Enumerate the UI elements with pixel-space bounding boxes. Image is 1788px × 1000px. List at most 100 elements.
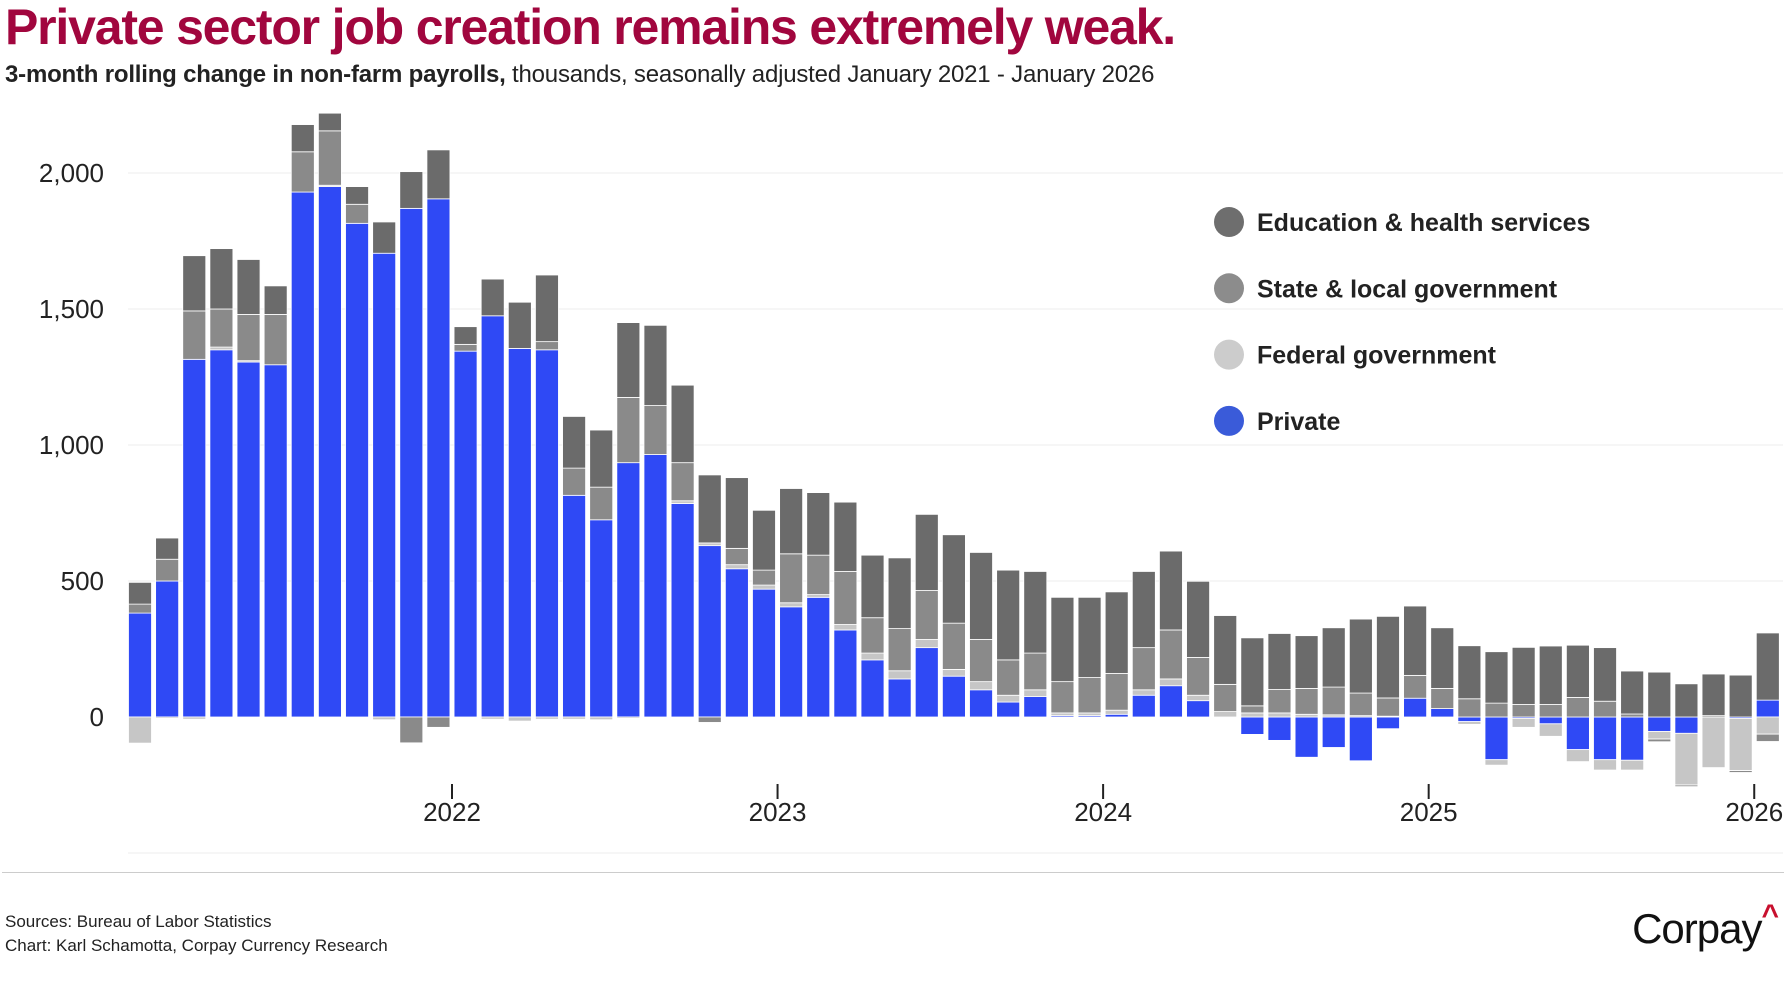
- bar-segment-private: [507, 348, 532, 718]
- bar-segment-state-local-government: [182, 310, 207, 360]
- bar-segment-state-local-government: [969, 639, 993, 683]
- bar-segment-federal-government: [1023, 689, 1048, 697]
- bar-segment-education-health-services: [1457, 645, 1482, 700]
- bar-segment-federal-government: [1701, 716, 1726, 768]
- bar-segment-education-health-services: [372, 221, 397, 254]
- bar-segment-education-health-services: [1023, 571, 1048, 654]
- bar-segment-state-local-government: [1593, 700, 1617, 718]
- bar-segment-state-local-government: [290, 151, 315, 193]
- bar-segment-education-health-services: [182, 255, 207, 312]
- bar-segment-private: [969, 689, 993, 718]
- bar-segment-federal-government: [1267, 712, 1292, 718]
- bar-segment-state-local-government: [535, 341, 559, 351]
- y-tick-label: 0: [90, 702, 104, 732]
- bar-segment-private: [236, 361, 261, 718]
- bar-segment-education-health-services: [1186, 580, 1210, 658]
- bar-segment-federal-government: [1620, 759, 1645, 771]
- bar-segment-federal-government: [670, 500, 695, 504]
- bar-segment-private: [1484, 716, 1509, 761]
- bar-segment-federal-government: [860, 652, 885, 661]
- legend-swatch-icon: [1214, 273, 1244, 304]
- bar-segment-state-local-government: [1430, 688, 1455, 709]
- bar-segment-state-local-government: [1077, 677, 1102, 714]
- bar-segment-education-health-services: [1321, 627, 1346, 688]
- bar-segment-private: [263, 364, 288, 718]
- corpay-logo: Corpay^: [1632, 899, 1779, 953]
- bar-segment-private: [1430, 708, 1455, 718]
- bar-segment-education-health-services: [1376, 615, 1400, 699]
- bar-segment-private: [887, 678, 912, 718]
- legend-swatch-icon: [1214, 339, 1244, 370]
- bar-segment-federal-government: [833, 624, 858, 631]
- bar-segment-private: [1348, 716, 1373, 762]
- bar-segment-state-local-government: [1647, 738, 1672, 743]
- bar-segment-education-health-services: [1240, 637, 1265, 707]
- bar-segment-state-local-government: [1565, 697, 1590, 718]
- bars: [128, 112, 1780, 788]
- bar-segment-private: [643, 454, 668, 718]
- bar-segment-education-health-services: [263, 285, 288, 315]
- legend-label: Federal government: [1257, 342, 1497, 370]
- bar-segment-state-local-government: [1403, 674, 1428, 699]
- bar-segment-state-local-government: [1674, 784, 1699, 788]
- bar-segment-federal-government: [1213, 711, 1238, 718]
- bar-segment-private: [806, 596, 831, 718]
- bar-segment-private: [480, 315, 505, 718]
- bar-segment-private: [1131, 694, 1156, 718]
- bar-segment-state-local-government: [779, 553, 804, 604]
- bar-segment-federal-government: [887, 670, 912, 680]
- credit-text: Chart: Karl Schamotta, Corpay Currency R…: [5, 936, 388, 955]
- bar-segment-private: [453, 350, 478, 718]
- bar-segment-education-health-services: [318, 112, 342, 132]
- bar-segment-federal-government: [372, 716, 397, 721]
- bar-segment-private: [833, 629, 858, 718]
- bar-segment-private: [1376, 716, 1400, 730]
- bar-segment-private: [1755, 699, 1780, 718]
- x-tick-label: 2024: [1074, 797, 1132, 827]
- bar-segment-education-health-services: [969, 552, 993, 640]
- bar-segment-federal-government: [752, 584, 776, 590]
- bar-segment-private: [345, 222, 369, 718]
- bar-segment-education-health-services: [752, 509, 776, 571]
- bar-segment-education-health-services: [1267, 633, 1292, 690]
- bar-segment-federal-government: [209, 346, 234, 351]
- bar-segment-state-local-government: [697, 716, 722, 723]
- bar-segment-federal-government: [1104, 709, 1129, 715]
- legend-item: Private: [1214, 405, 1340, 436]
- bar-segment-private: [616, 462, 641, 718]
- bar-segment-state-local-government: [589, 486, 614, 521]
- bar-segment-state-local-government: [752, 569, 776, 586]
- bar-segment-federal-government: [1538, 723, 1563, 737]
- bar-segment-education-health-services: [1159, 550, 1183, 631]
- bar-segment-federal-government: [1294, 713, 1319, 718]
- bar-segment-state-local-government: [887, 628, 912, 672]
- bar-segment-education-health-services: [1077, 596, 1102, 678]
- bar-segment-private: [1321, 716, 1346, 748]
- bar-segment-state-local-government: [1131, 647, 1156, 691]
- bar-segment-state-local-government: [1620, 713, 1645, 718]
- bar-segment-federal-government: [562, 716, 586, 720]
- bar-segment-state-local-government: [1457, 698, 1482, 718]
- bar-segment-federal-government: [535, 716, 559, 720]
- legend-swatch-icon: [1214, 207, 1244, 237]
- bar-segment-state-local-government: [155, 558, 180, 582]
- bar-segment-education-health-services: [155, 537, 180, 560]
- bar-segment-federal-government: [996, 694, 1021, 703]
- bar-segment-state-local-government: [806, 554, 831, 595]
- chart-title: Private sector job creation remains extr…: [5, 0, 1176, 55]
- bar-segment-state-local-government: [616, 396, 641, 464]
- bar-segment-private: [752, 588, 776, 718]
- bar-segment-federal-government: [1050, 712, 1075, 717]
- bar-segment-private: [1267, 716, 1292, 741]
- x-axis-ticks: 2022 2023 2024 2025 2026: [423, 784, 1783, 827]
- bar-segment-state-local-government: [643, 405, 668, 455]
- bar-segment-private: [562, 494, 586, 718]
- bar-segment-private: [1403, 697, 1428, 718]
- bar-segment-private: [318, 186, 342, 718]
- bar-segment-federal-government: [1593, 759, 1617, 771]
- bar-segment-education-health-services: [128, 581, 152, 605]
- bar-segment-private: [182, 358, 207, 718]
- bar-segment-federal-government: [182, 716, 207, 720]
- bar-segment-federal-government: [1240, 712, 1265, 718]
- bar-segment-private: [996, 701, 1021, 718]
